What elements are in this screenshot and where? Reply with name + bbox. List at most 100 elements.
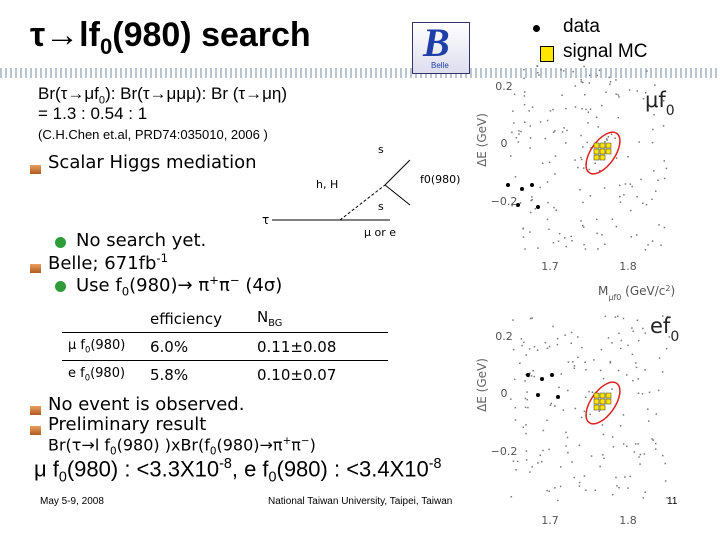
background-dot: [603, 457, 605, 460]
signal-mc: [593, 392, 600, 399]
text-segment: Br(τ→l f: [48, 435, 110, 455]
background-dot: [544, 137, 546, 140]
background-dot: [617, 116, 619, 119]
background-dot: [574, 159, 576, 161]
background-dot: [561, 94, 563, 96]
background-dot: [565, 431, 567, 434]
background-dot: [598, 410, 601, 412]
background-dot: [580, 134, 582, 137]
plot-label: ef0: [650, 314, 679, 345]
text-segment: 0: [666, 103, 675, 119]
background-dot: [522, 227, 524, 230]
background-dot: [523, 68, 525, 71]
table-cell: μ f0(980): [62, 332, 144, 361]
background-dot: [580, 156, 582, 159]
background-dot: [566, 129, 568, 132]
background-dot: [660, 244, 662, 246]
background-dot: [523, 77, 525, 80]
background-dot: [662, 99, 665, 102]
background-dot: [529, 317, 532, 320]
background-dot: [666, 496, 668, 499]
background-dot: [604, 141, 606, 143]
background-dot: [552, 325, 554, 328]
background-dot: [619, 195, 621, 198]
logo-text: Belle: [431, 61, 449, 70]
background-dot: [526, 391, 528, 393]
data-point: [530, 183, 534, 187]
background-dot: [510, 155, 512, 157]
background-dot: [582, 167, 585, 169]
background-dot: [610, 133, 613, 136]
background-dot: [523, 95, 526, 97]
background-dot: [642, 327, 644, 330]
text-segment: -8: [428, 456, 442, 472]
background-dot: [653, 113, 655, 116]
background-dot: [560, 373, 563, 375]
background-dot: [617, 315, 619, 318]
background-dot: [647, 408, 649, 410]
background-dot: [549, 110, 552, 112]
background-dot: [547, 201, 549, 204]
background-dot: [626, 445, 628, 448]
data-point: [536, 393, 540, 397]
background-dot: [622, 414, 625, 416]
background-dot: [589, 413, 591, 416]
text-segment: π: [291, 435, 301, 455]
background-dot: [542, 162, 544, 165]
background-dot: [618, 184, 621, 187]
text-segment: BG: [268, 318, 283, 329]
background-dot: [615, 476, 617, 479]
background-dot: [542, 429, 545, 432]
background-dot: [513, 93, 516, 96]
background-dot: [618, 96, 620, 98]
background-dot: [524, 406, 527, 409]
signal-mc: [599, 148, 606, 155]
background-dot: [632, 330, 635, 332]
text-segment: Use f: [76, 275, 122, 296]
background-dot: [517, 141, 520, 143]
background-dot: [558, 232, 561, 235]
title: τ→lf0(980) search: [30, 16, 311, 60]
background-dot: [554, 130, 556, 132]
feynman-diagram: s s f0(980) h, H τ μ or e: [262, 143, 460, 239]
background-dot: [512, 460, 515, 462]
background-dot: [611, 388, 613, 390]
background-dot: [583, 410, 586, 413]
background-dot: [615, 93, 617, 96]
background-dot: [624, 476, 626, 478]
background-dot: [510, 398, 512, 400]
background-dot: [588, 168, 590, 171]
background-dot: [585, 489, 587, 491]
background-dot: [520, 338, 523, 340]
y-tick-label: −0.2: [491, 195, 518, 208]
background-dot: [518, 133, 520, 135]
background-dot: [574, 85, 577, 87]
x-tick-label: 1.7: [541, 260, 559, 273]
background-dot: [658, 357, 661, 359]
background-dot: [580, 80, 583, 83]
background-dot: [571, 461, 573, 463]
background-dot: [577, 356, 579, 359]
background-dot: [564, 334, 566, 336]
background-dot: [619, 425, 622, 427]
background-dot: [530, 375, 533, 377]
background-dot: [589, 108, 592, 110]
data-point: [516, 203, 520, 207]
diagram-label: s: [378, 143, 384, 156]
background-dot: [548, 448, 550, 451]
logo: B Belle: [412, 20, 470, 74]
background-dot: [611, 436, 614, 438]
background-dot: [573, 367, 576, 370]
background-dot: [622, 443, 625, 445]
background-dot: [533, 345, 536, 348]
background-dot: [554, 155, 557, 157]
text-segment: ): [309, 435, 316, 455]
background-dot: [629, 475, 631, 478]
text-segment: (GeV/c: [621, 284, 665, 298]
background-dot: [602, 377, 605, 380]
background-dot: [588, 82, 591, 84]
background-dot: [657, 389, 660, 392]
background-dot: [665, 167, 668, 170]
background-dot: [616, 485, 618, 487]
